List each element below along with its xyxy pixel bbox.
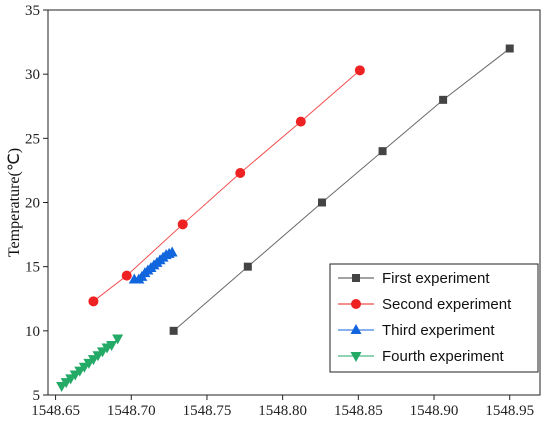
y-axis-title: Temperature(℃): [6, 148, 23, 257]
series-1-point: [169, 326, 178, 335]
series-2-point: [354, 65, 365, 76]
x-tick-label: 1548.80: [258, 403, 307, 419]
legend-label-3: Third experiment: [382, 322, 495, 339]
x-tick-label: 1548.75: [183, 403, 232, 419]
legend-label-1: First experiment: [382, 270, 490, 287]
series-1-point: [318, 198, 327, 207]
series-line-2: [93, 69, 361, 302]
y-tick-label: 15: [25, 260, 40, 276]
series-2-point: [295, 116, 306, 127]
y-tick-label: 35: [25, 3, 40, 19]
series-4-point: [106, 340, 118, 351]
series-3-point: [166, 246, 178, 257]
legend-box: [329, 263, 539, 373]
series-line-1: [173, 48, 511, 332]
y-tick-label: 5: [33, 388, 41, 404]
series-2-point: [88, 296, 99, 307]
y-tick-label: 20: [25, 196, 40, 212]
y-tick-label: 30: [25, 67, 40, 83]
series-4-point: [112, 334, 124, 345]
legend-label-4: Fourth experiment: [382, 348, 505, 365]
y-tick-label: 25: [25, 131, 40, 147]
series-1-point: [505, 44, 514, 53]
legend-marker-1: [352, 274, 360, 282]
legend-marker-4: [350, 352, 362, 362]
series-2-point: [177, 219, 188, 230]
series-2-point: [121, 270, 132, 281]
legend-label-2: Second experiment: [382, 296, 512, 313]
series-1-point: [439, 95, 448, 104]
legend-marker-3: [350, 324, 362, 334]
x-tick-label: 1548.65: [31, 403, 80, 419]
x-tick-label: 1548.85: [334, 403, 383, 419]
x-tick-label: 1548.90: [410, 403, 459, 419]
series-2-point: [235, 167, 246, 178]
legend-marker-2: [351, 299, 361, 309]
series-1-point: [243, 262, 252, 271]
x-tick-label: 1548.95: [485, 403, 534, 419]
x-tick-label: 1548.70: [107, 403, 156, 419]
series-1-point: [378, 147, 387, 156]
y-tick-label: 10: [25, 324, 40, 340]
